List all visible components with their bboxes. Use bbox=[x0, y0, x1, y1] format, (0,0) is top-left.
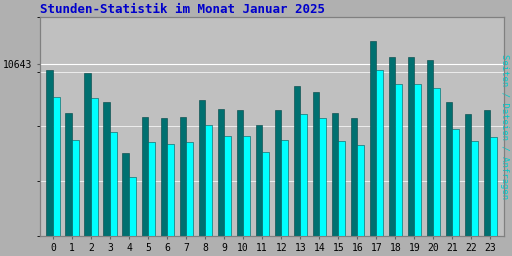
Bar bbox=[262, 152, 269, 256]
Bar bbox=[426, 60, 433, 256]
Bar bbox=[351, 118, 357, 256]
Bar bbox=[376, 70, 383, 256]
Bar bbox=[452, 129, 459, 256]
Bar bbox=[255, 125, 262, 256]
Bar bbox=[274, 110, 281, 256]
Bar bbox=[129, 177, 136, 256]
Bar bbox=[186, 142, 193, 256]
Bar bbox=[161, 118, 167, 256]
Bar bbox=[180, 117, 186, 256]
Bar bbox=[300, 114, 307, 256]
Bar bbox=[281, 140, 288, 256]
Bar bbox=[357, 145, 364, 256]
Bar bbox=[53, 97, 60, 256]
Bar bbox=[293, 86, 300, 256]
Bar bbox=[110, 132, 117, 256]
Bar bbox=[414, 84, 421, 256]
Bar bbox=[148, 142, 155, 256]
Bar bbox=[237, 110, 243, 256]
Bar bbox=[72, 140, 79, 256]
Bar bbox=[47, 70, 53, 256]
Bar bbox=[370, 41, 376, 256]
Bar bbox=[84, 73, 91, 256]
Bar bbox=[389, 57, 395, 256]
Bar bbox=[91, 98, 98, 256]
Bar bbox=[167, 144, 174, 256]
Bar bbox=[66, 113, 72, 256]
Bar bbox=[218, 109, 224, 256]
Bar bbox=[465, 114, 472, 256]
Bar bbox=[332, 113, 338, 256]
Bar bbox=[103, 102, 110, 256]
Bar bbox=[224, 136, 231, 256]
Bar bbox=[319, 118, 326, 256]
Bar bbox=[313, 92, 319, 256]
Bar bbox=[338, 141, 345, 256]
Bar bbox=[122, 153, 129, 256]
Bar bbox=[199, 100, 205, 256]
Bar bbox=[472, 141, 478, 256]
Bar bbox=[141, 117, 148, 256]
Bar bbox=[243, 136, 250, 256]
Bar bbox=[484, 110, 490, 256]
Bar bbox=[205, 125, 212, 256]
Bar bbox=[490, 137, 497, 256]
Y-axis label: Seiten / Dateien / Anfragen: Seiten / Dateien / Anfragen bbox=[500, 54, 509, 199]
Bar bbox=[433, 88, 440, 256]
Bar bbox=[395, 84, 402, 256]
Bar bbox=[408, 57, 414, 256]
Bar bbox=[445, 102, 452, 256]
Text: Stunden-Statistik im Monat Januar 2025: Stunden-Statistik im Monat Januar 2025 bbox=[40, 3, 325, 16]
